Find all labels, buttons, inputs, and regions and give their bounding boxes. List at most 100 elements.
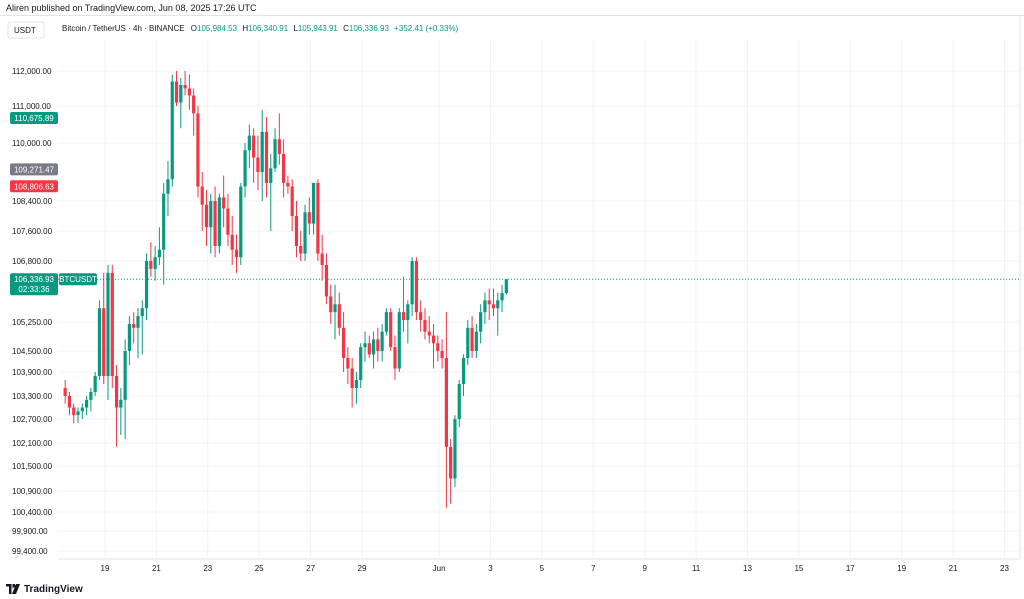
candle-body [376,339,380,351]
date-tick-label: 19 [101,564,110,573]
candles[interactable] [63,71,508,508]
candle-body [187,88,191,96]
price-tick-label: 102,700.00 [12,415,53,424]
publish-info-text: Aliren published on TradingView.com, Jun… [6,3,257,13]
candle-body [491,304,496,309]
candle-body [427,331,431,336]
candle-body [487,300,491,305]
candle-body [337,304,341,328]
candle-body [196,113,200,187]
candle-body [294,216,299,246]
candle-body [461,358,466,384]
candle-body [260,131,264,172]
candle-body [431,335,436,344]
date-tick-label: 21 [949,564,958,573]
candle-body [320,253,324,265]
candle-body [239,186,243,258]
date-tick-label: 27 [306,564,315,573]
price-tick-label: 110,000.00 [12,139,52,148]
price-badge-label: 110,675.89 [14,114,54,123]
candle-body [200,186,204,205]
candle-body [504,279,508,294]
footer-brand: TradingView [24,583,83,595]
candle-body [149,261,153,269]
legend-open-key: O [191,24,197,33]
legend-low-key: L [293,24,298,33]
price-badge-label: 109,271.47 [14,165,55,174]
candle-body [234,249,239,258]
tradingview-logo-icon [6,584,20,594]
candle-body [384,312,389,332]
legend-symbol: Bitcoin / TetherUS · 4h · BINANCE [62,24,185,33]
candle-body [500,293,504,301]
svg-text:Bitcoin / TetherUS · 4h · BINA: Bitcoin / TetherUS · 4h · BINANCE O 105,9… [62,24,459,33]
price-tick-label: 100,400.00 [12,508,53,517]
price-tick-label: 100,900.00 [12,487,53,496]
price-axis: 112,000.00 111,000.00 110,000.00 108,400.00… [12,67,53,556]
candle-body [252,135,256,158]
candle-body [367,343,371,355]
candle-body [230,234,234,250]
candle-body [162,193,166,250]
price-badges: 110,675.89 109,271.47 108,806.63 106,336.93… [10,111,1020,296]
candle-body [333,304,337,313]
candle-body [496,300,500,309]
candle-body [316,182,320,254]
candle-body [247,135,251,151]
candle-body [286,182,290,187]
price-tick-label: 101,500.00 [12,462,53,471]
candle-body [114,376,119,408]
candle-body [406,304,410,321]
candle-body [72,407,76,416]
date-tick-label: 7 [591,564,596,573]
candle-body [76,411,80,416]
candle-body [277,139,281,154]
candle-body [179,85,183,103]
candle-body [466,327,470,358]
candle-body [290,186,294,216]
candle-body [153,257,157,269]
candle-body [307,212,311,224]
date-tick-label: 13 [743,564,752,573]
candle-body [470,327,474,351]
candle-body [226,208,230,235]
candle-body [132,323,136,328]
price-tick-label: 111,000.00 [12,102,51,111]
price-tick-label: 103,300.00 [12,392,53,401]
date-tick-label: 9 [642,564,647,573]
candle-body [440,351,444,358]
candle-body [410,261,414,305]
candle-body [479,312,483,332]
candle-body [436,343,440,351]
price-tick-label: 105,250.00 [12,318,53,327]
date-tick-label: 17 [846,564,855,573]
candle-body [123,351,127,400]
candle-body [222,197,226,209]
candle-body [204,204,209,228]
candle-body [209,201,213,228]
currency-label[interactable]: USDT [14,26,36,35]
date-tick-label: 29 [358,564,367,573]
legend-low: 105,943.91 [298,24,339,33]
candle-body [119,399,123,408]
candle-body [414,261,418,313]
price-badge-label: 108,806.63 [14,182,55,191]
price-tick-label: 104,500.00 [12,347,53,356]
candle-body [282,153,286,183]
candle-body [397,312,401,369]
publish-header: Aliren published on TradingView.com, Jun… [0,0,1024,16]
candle-body [170,81,174,180]
date-tick-label: 15 [794,564,803,573]
price-tick-label: 106,800.00 [12,257,53,266]
candle-body [341,327,346,358]
candle-body [359,347,363,380]
candle-body [371,339,376,355]
candle-body [63,388,67,396]
price-chart[interactable]: 112,000.00 111,000.00 110,000.00 108,400.00… [0,16,1024,579]
candle-body [311,182,316,224]
candle-body [483,300,487,313]
candle-body [389,312,393,348]
candle-body [140,308,144,317]
currency-button[interactable] [7,21,45,39]
candle-body [393,347,397,369]
